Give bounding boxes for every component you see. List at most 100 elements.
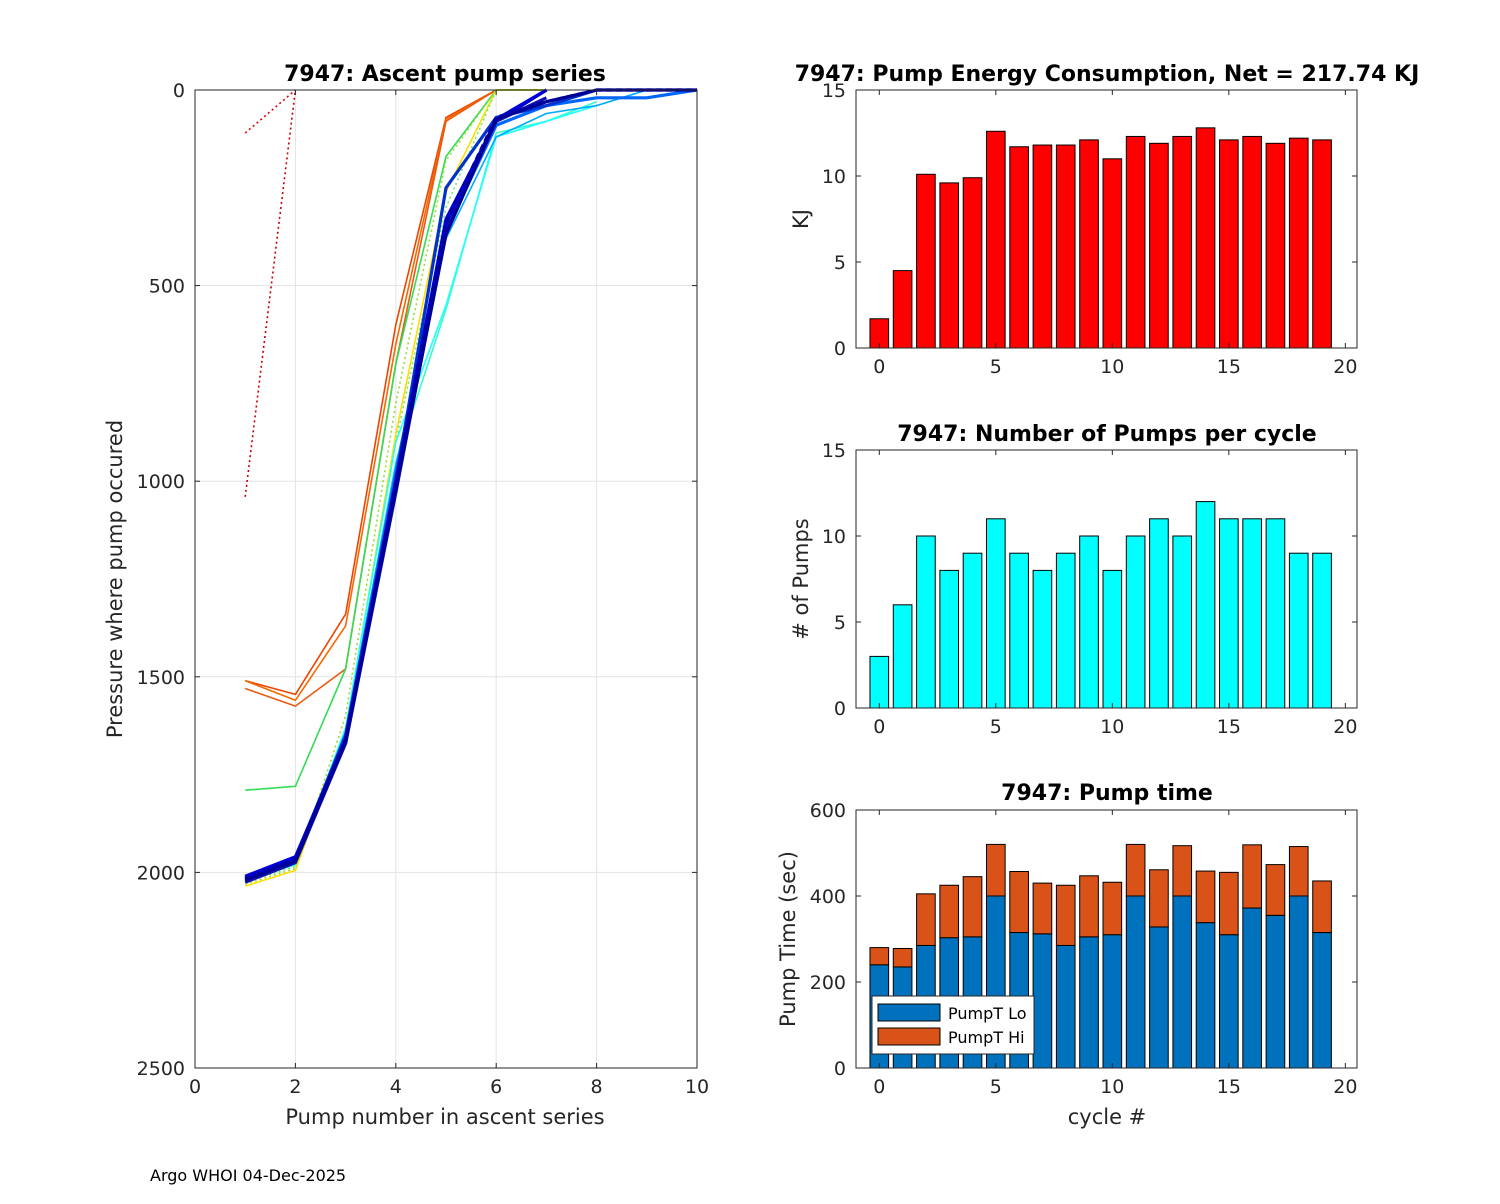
- ascent-ytick-label: 1500: [137, 667, 185, 689]
- pump-time-hi-bar: [962, 876, 983, 938]
- ascent-xtick-label: 10: [685, 1076, 709, 1098]
- pump-time-hi-bar: [1265, 864, 1286, 916]
- pump-count-bar: [1195, 501, 1216, 709]
- energy-bar: [1195, 127, 1216, 349]
- pump-count-bar: [1032, 569, 1053, 709]
- energy-bar: [1032, 144, 1053, 349]
- pump-time-ylabel: Pump Time (sec): [776, 851, 800, 1027]
- pump-count-axes-box: [855, 449, 1358, 709]
- pump-count-bar: [1265, 518, 1286, 709]
- ascent-series-line: [244, 88, 697, 882]
- pump-time-hi-bar: [1195, 870, 1216, 924]
- ascent-xtick-label: 4: [390, 1076, 402, 1098]
- energy-xtick-label: 10: [1100, 356, 1124, 378]
- pump-time-hi-bar: [985, 843, 1006, 897]
- pump-count-ytick-label: 5: [834, 612, 846, 634]
- pump-time-lo-bar: [1242, 907, 1262, 1069]
- pump-count-bar: [1079, 535, 1099, 709]
- pump-time-lo-bar: [1079, 936, 1099, 1069]
- pump-count-bar: [1009, 552, 1029, 709]
- ascent-pump-series-plot: 0 2 4 6 8 10 0 500 1000 1500 2000 2500: [137, 80, 709, 1098]
- energy-bar: [1079, 139, 1099, 349]
- pump-time-legend: PumpT Lo PumpT Hi: [871, 995, 1035, 1055]
- pump-count-title: 7947: Number of Pumps per cycle: [897, 422, 1316, 447]
- ascent-ytick-label: 1000: [137, 471, 185, 493]
- pump-time-hi-bar: [1288, 846, 1309, 897]
- ascent-pump-series-xlabel: Pump number in ascent series: [285, 1105, 604, 1129]
- pump-time-xtick-label: 0: [873, 1076, 885, 1098]
- ascent-series-line: [244, 89, 547, 885]
- pump-count-ytick-label: 10: [822, 526, 846, 548]
- pump-time-lo-bar: [1149, 926, 1169, 1069]
- energy-bar: [962, 177, 983, 349]
- pump-time-ytick-label: 0: [834, 1058, 846, 1080]
- energy-bar: [1149, 142, 1169, 349]
- pump-count-ytick-label: 0: [834, 698, 846, 720]
- pump-time-ytick-label: 200: [810, 972, 846, 994]
- pump-time-hi-bar: [1009, 870, 1029, 934]
- ascent-xtick-label: 0: [189, 1076, 201, 1098]
- pump-time-hi-bar: [1079, 875, 1099, 938]
- ascent-series-line: [244, 88, 697, 880]
- ascent-pump-series-title: 7947: Ascent pump series: [284, 62, 606, 87]
- energy-bar: [1055, 144, 1076, 349]
- pump-time-ytick-label: 400: [810, 886, 846, 908]
- energy-bar: [1312, 139, 1332, 349]
- ascent-series-line: [244, 89, 296, 134]
- energy-ytick-label: 10: [822, 166, 846, 188]
- pump-count-axes: 0 5 10 15 20 0 5 10 15 7947: Number of Pumps per…: [789, 422, 1358, 738]
- energy-xtick-label: 0: [873, 356, 885, 378]
- energy-xtick-label: 20: [1333, 356, 1357, 378]
- pump-time-xtick-label: 20: [1333, 1076, 1357, 1098]
- energy-bar: [916, 173, 936, 349]
- pump-time-hi-bar: [916, 893, 936, 946]
- pump-time-ytick-label: 600: [810, 800, 846, 822]
- pump-time-lo-bar: [1102, 934, 1123, 1069]
- ascent-axes-box: [194, 89, 698, 1069]
- pump-time-lo-bar: [1195, 922, 1216, 1069]
- pump-count-bar: [1102, 569, 1123, 709]
- pump-time-hi-bar: [1242, 844, 1262, 909]
- pump-time-title: 7947: Pump time: [1001, 781, 1213, 806]
- pump-count-ytick-label: 15: [822, 440, 846, 462]
- pump-time-legend-label: PumpT Hi: [948, 1028, 1025, 1047]
- pump-count-bar: [985, 518, 1006, 709]
- energy-bar: [1102, 158, 1123, 349]
- ascent-ytick-label: 500: [149, 276, 185, 298]
- pump-time-xlabel: cycle #: [1068, 1105, 1147, 1129]
- energy-bar: [1288, 137, 1309, 349]
- pump-time-hi-bar: [1032, 882, 1053, 935]
- pump-count-xtick-label: 10: [1100, 716, 1124, 738]
- pump-time-legend-label: PumpT Lo: [948, 1004, 1027, 1023]
- pump-count-bar: [1242, 518, 1262, 709]
- pump-count-xtick-label: 5: [990, 716, 1002, 738]
- ascent-xtick-label: 2: [289, 1076, 301, 1098]
- pump-count-ylabel: # of Pumps: [789, 518, 813, 640]
- pump-time-lo-bar: [1312, 932, 1332, 1069]
- pump-count-plot: 0 5 10 15 20 0 5 10 15: [822, 440, 1358, 738]
- ascent-ytick-label: 2500: [137, 1058, 185, 1080]
- pump-energy-title: 7947: Pump Energy Consumption, Net = 217…: [795, 62, 1420, 87]
- pump-count-xtick-label: 15: [1217, 716, 1241, 738]
- energy-ytick-label: 15: [822, 80, 846, 102]
- energy-xtick-label: 15: [1217, 356, 1241, 378]
- energy-bar: [939, 182, 960, 349]
- pump-time-hi-bar: [939, 884, 960, 939]
- pump-count-bar: [892, 604, 913, 709]
- pump-time-legend-swatch: [877, 1003, 941, 1022]
- ascent-pump-series-ylabel: Pressure where pump occured: [103, 420, 127, 738]
- pump-count-bar: [1125, 535, 1146, 709]
- pump-count-bar: [962, 552, 983, 709]
- energy-bar: [1219, 139, 1239, 349]
- pump-count-xtick-label: 0: [873, 716, 885, 738]
- ascent-ytick-label: 0: [173, 80, 185, 102]
- footer-credit: Argo WHOI 04-Dec-2025: [150, 1166, 347, 1185]
- ascent-pump-series-axes: 0 2 4 6 8 10 0 500 1000 1500 2000 2500 7947: Ascent…: [103, 62, 709, 1129]
- ascent-ytick-label: 2000: [137, 862, 185, 884]
- pump-energy-ylabel: KJ: [789, 209, 813, 229]
- pump-time-lo-bar: [1219, 934, 1239, 1069]
- pump-time-lo-bar: [1265, 914, 1286, 1069]
- pump-count-bar: [1055, 552, 1076, 709]
